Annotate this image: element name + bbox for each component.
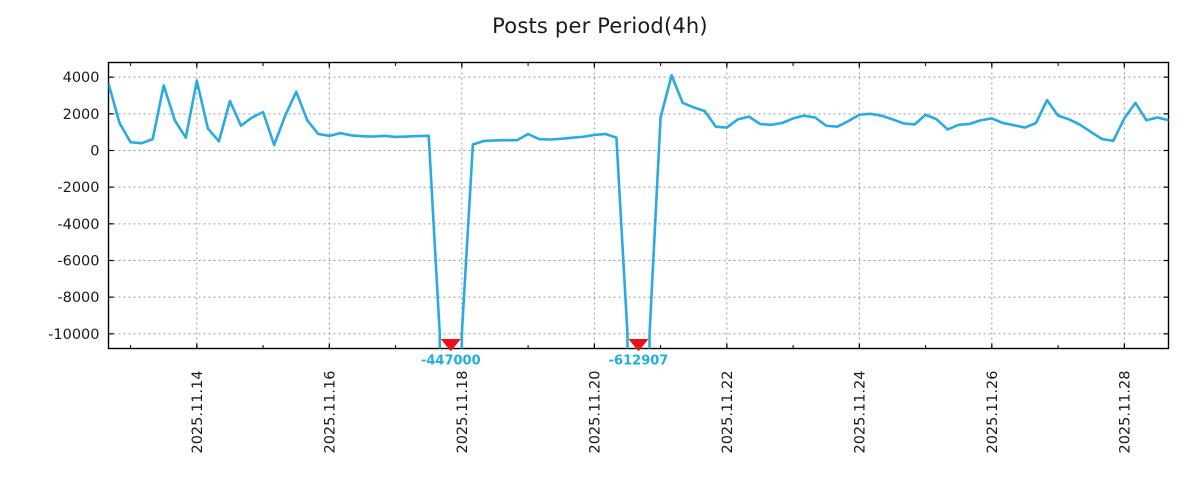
annotation-marker-down-triangle[interactable] (440, 339, 461, 352)
y-tick-label: -2000 (57, 180, 99, 196)
y-tick-label: 4000 (63, 70, 100, 86)
x-tick-label: 2025.11.22 (720, 371, 736, 454)
grid-lines (108, 62, 1169, 349)
x-tick-label: 2025.11.16 (322, 371, 338, 454)
x-tick-label: 2025.11.24 (852, 371, 868, 454)
annotation-marker-down-triangle[interactable] (628, 339, 649, 352)
y-tick-label: -6000 (57, 254, 99, 270)
y-tick-label: 0 (90, 144, 99, 160)
data-series (108, 74, 1169, 349)
annotation-label: -447000 (421, 354, 481, 369)
x-tick-label: 2025.11.20 (587, 371, 603, 454)
y-tick-label: 2000 (63, 107, 100, 123)
annotations: -447000 -612907 (421, 339, 669, 369)
x-tick-label: 2025.11.26 (985, 371, 1001, 454)
y-tick-label: -8000 (57, 290, 99, 306)
plot-border (107, 61, 1170, 350)
x-tick-label: 2025.11.18 (455, 371, 471, 454)
y-axis-ticks: 4000 2000 0 -2000 -4000 -6000 -8000 -10000 (48, 70, 1169, 343)
x-tick-label: 2025.11.28 (1117, 371, 1133, 454)
y-tick-label: -4000 (57, 217, 99, 233)
x-tick-label: 2025.11.14 (190, 371, 206, 454)
y-tick-label: -10000 (48, 327, 99, 343)
x-axis-ticks: 2025.11.14 2025.11.16 2025.11.18 2025.11.20… (130, 62, 1133, 454)
series-line (108, 74, 1169, 349)
chart-title: Posts per Period(4h) (492, 14, 708, 38)
annotation-label: -612907 (609, 354, 669, 369)
plot-frame (107, 61, 1170, 350)
